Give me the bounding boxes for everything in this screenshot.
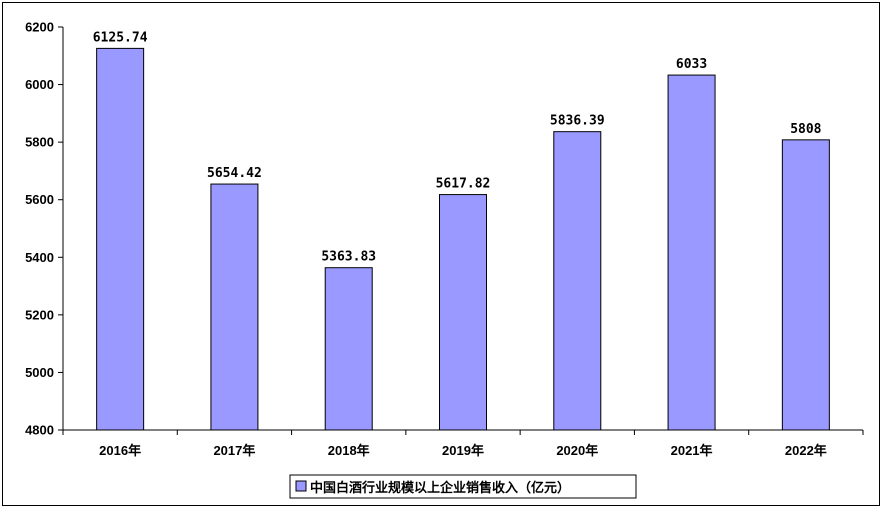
legend-box [289,474,637,499]
x-tick-label: 2017年 [213,443,255,458]
y-tick-label: 5800 [25,135,54,150]
x-tick-label: 2020年 [556,443,598,458]
legend-label: 中国白酒行业规模以上企业销售收入（亿元） [310,480,570,496]
y-tick-label: 5000 [25,365,54,380]
y-tick-label: 6000 [25,77,54,92]
data-label: 5808 [790,122,821,137]
bar [553,131,602,431]
y-tick-label: 4800 [25,423,54,438]
x-tick-label: 2018年 [328,443,370,458]
bar [439,194,487,431]
bar [96,47,145,431]
y-axis: 4800 5000 5200 5400 5600 5800 6000 6200 [25,20,64,438]
y-tick-label: 5400 [25,250,54,265]
legend-swatch [295,480,307,492]
data-label: 6125.74 [93,30,148,45]
data-label: 5363.83 [321,250,376,265]
y-tick-label: 5600 [25,192,54,207]
bar [210,183,259,431]
data-labels: 6125.74 5654.42 5363.83 5617.82 5836.39 6033 5… [93,30,822,264]
bars [96,47,830,431]
data-label: 5654.42 [207,166,262,181]
x-tick-label: 2022年 [785,443,827,458]
bar [781,139,830,431]
data-label: 6033 [676,57,707,72]
legend: 中国白酒行业规模以上企业销售收入（亿元） [289,474,637,499]
x-tick-label: 2019年 [442,443,484,458]
x-axis: 2016年 2017年 2018年 2019年 2020年 2021年 2022年 [62,429,864,458]
y-tick-label: 6200 [25,20,54,35]
bar [324,267,373,431]
bar [667,74,716,431]
x-tick-label: 2016年 [99,443,141,458]
data-label: 5836.39 [550,114,605,129]
x-tick-label: 2021年 [671,443,713,458]
data-label: 5617.82 [436,177,491,192]
y-tick-label: 5200 [25,307,54,322]
